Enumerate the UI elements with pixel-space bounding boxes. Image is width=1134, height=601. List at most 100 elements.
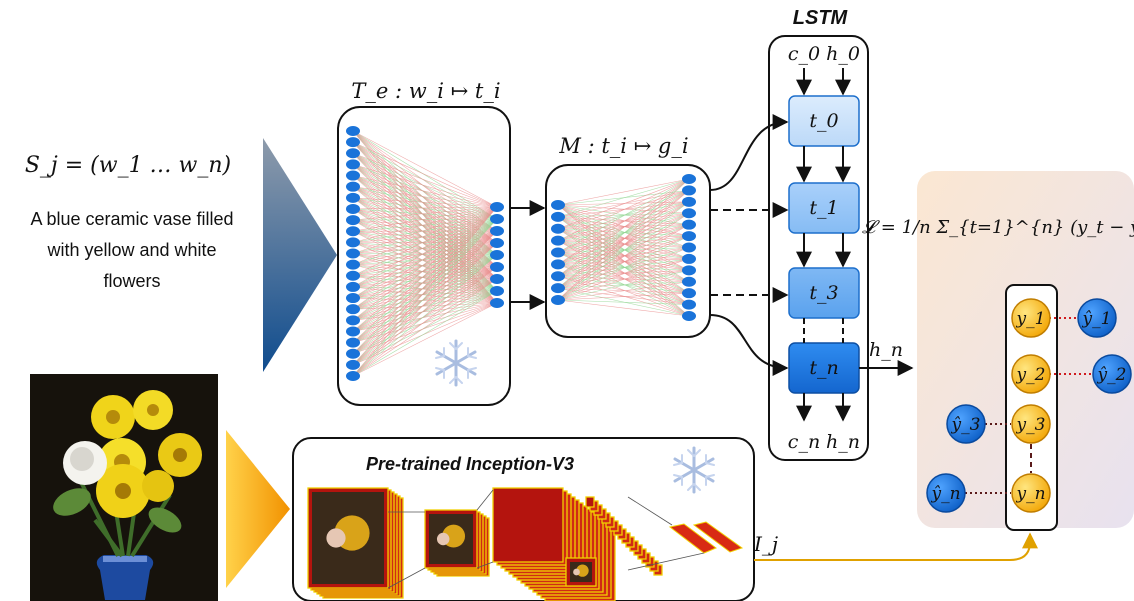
prediction-node-y1	[1077, 298, 1117, 338]
network-node	[551, 211, 565, 222]
network-connection	[352, 208, 498, 220]
prediction-node-y3	[946, 404, 986, 444]
image-feature-arrow	[754, 532, 1038, 561]
prediction-node-y2	[1092, 354, 1132, 394]
lstm-init-c: c_0	[788, 43, 820, 65]
network-connection	[557, 292, 690, 301]
network-connection	[352, 264, 498, 280]
network-connection	[352, 266, 498, 377]
network-connection	[352, 218, 498, 254]
network-connection	[352, 254, 498, 288]
network-connection	[352, 175, 498, 208]
network-node	[551, 259, 565, 270]
network-node	[346, 337, 360, 348]
network-connection	[352, 218, 498, 310]
network-node	[682, 288, 696, 299]
network-connection	[557, 178, 690, 277]
network-connection	[352, 208, 498, 280]
network-node	[551, 223, 565, 234]
network-connection	[352, 219, 498, 268]
network-connection	[352, 278, 498, 299]
network-connection	[352, 278, 498, 366]
network-connection	[352, 242, 498, 265]
network-connection	[557, 178, 690, 289]
network-node	[490, 286, 504, 296]
network-connection	[352, 302, 498, 355]
network-connection	[352, 218, 498, 377]
network-connection	[352, 290, 498, 377]
network-node	[551, 271, 565, 282]
network-connection	[352, 254, 498, 332]
network-connection	[352, 286, 498, 304]
network-connection	[352, 206, 498, 210]
inception-title: Pre-trained Inception-V3	[366, 454, 574, 474]
image-input-arrow	[226, 430, 290, 588]
network-connection	[352, 266, 498, 299]
lstm-cell-t1-label: t_1	[809, 197, 838, 219]
network-connection	[352, 302, 498, 332]
network-connection	[352, 254, 498, 299]
prediction-node-yn	[926, 473, 966, 513]
target-label-yn: y_n	[1015, 484, 1045, 504]
network-connection	[352, 164, 498, 208]
network-connection	[352, 302, 498, 343]
network-node	[682, 311, 696, 321]
network-connection	[557, 190, 690, 301]
network-connection	[557, 178, 690, 265]
text-encoder-network	[346, 126, 504, 381]
network-node	[346, 259, 360, 270]
network-connection	[352, 242, 498, 280]
network-connection	[352, 206, 498, 221]
network-connection	[352, 242, 498, 256]
network-connection	[352, 218, 498, 221]
network-connection	[352, 275, 498, 304]
network-node	[346, 137, 360, 148]
network-connection	[352, 242, 498, 354]
network-node	[551, 283, 565, 294]
network-connection	[352, 230, 498, 321]
network-connection	[352, 266, 498, 277]
network-connection	[352, 206, 498, 243]
network-connection	[352, 242, 498, 343]
network-node	[346, 359, 360, 370]
network-connection	[352, 290, 498, 310]
network-connection	[352, 230, 498, 256]
sentence-caption-line-3: flowers	[103, 271, 160, 291]
network-connection	[352, 266, 498, 288]
network-connection	[352, 219, 498, 244]
mapper-to-t0-arrow	[709, 114, 789, 191]
network-connection	[352, 286, 498, 292]
target-label-y2: y_2	[1016, 365, 1046, 385]
network-connection	[352, 230, 498, 277]
network-connection	[352, 242, 498, 321]
network-node	[346, 371, 360, 381]
network-connection	[352, 206, 498, 232]
lstm-cell-t3	[788, 267, 860, 319]
mapper-to-tn-arrow	[709, 314, 789, 376]
network-node	[346, 248, 360, 259]
network-node	[682, 219, 696, 230]
network-connection	[352, 218, 498, 243]
network-node	[346, 326, 360, 337]
network-connection	[352, 206, 498, 332]
network-connection	[352, 242, 498, 304]
text-input-arrow	[263, 138, 337, 372]
network-connection	[352, 290, 498, 355]
network-connection	[352, 275, 498, 280]
network-node	[346, 304, 360, 315]
feature-map-layer	[585, 496, 595, 508]
network-connection	[352, 164, 498, 220]
network-node	[682, 208, 696, 219]
network-connection	[352, 242, 498, 288]
lstm-internal-arrows	[796, 146, 851, 422]
network-connection	[352, 218, 498, 343]
network-connection	[352, 290, 498, 321]
target-nodes: y_1 y_2 y_3 y_n	[1011, 298, 1051, 513]
network-connection	[352, 254, 498, 343]
network-connection	[352, 175, 498, 220]
network-connection	[352, 219, 498, 304]
network-connection	[352, 242, 498, 268]
network-connection	[352, 242, 498, 310]
feature-map-thumbnail-flower	[573, 568, 580, 576]
network-connection	[352, 242, 498, 377]
